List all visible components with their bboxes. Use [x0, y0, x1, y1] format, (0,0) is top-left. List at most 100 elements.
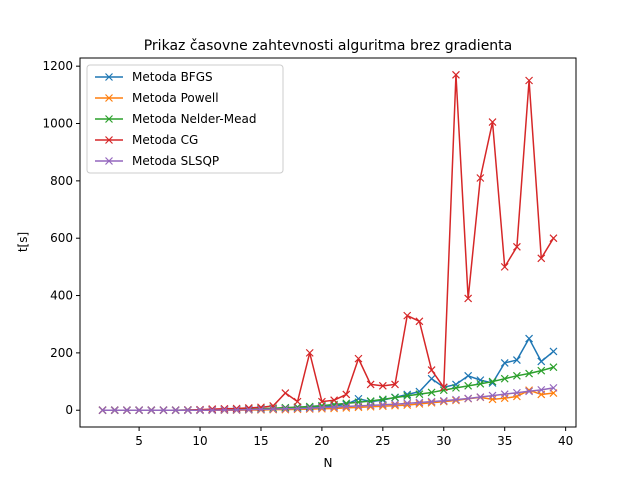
legend-marker — [105, 115, 113, 123]
data-point — [500, 374, 509, 383]
data-point — [415, 317, 424, 326]
data-point — [439, 383, 448, 392]
data-point — [512, 356, 521, 364]
data-point — [488, 377, 497, 386]
legend-marker — [105, 136, 113, 144]
data-point — [196, 406, 204, 415]
legend: Metoda BFGS Metoda Powell Metoda Nelder-Me… — [86, 64, 284, 174]
data-point — [500, 390, 509, 399]
data-point — [403, 311, 412, 320]
data-point — [317, 397, 326, 406]
data-point — [464, 394, 473, 403]
data-point — [439, 397, 448, 406]
data-point — [403, 399, 412, 408]
data-point — [232, 406, 241, 414]
data-point — [549, 347, 558, 356]
data-point — [293, 404, 302, 413]
data-point — [525, 387, 534, 396]
x-axis-label: N — [324, 456, 333, 470]
data-point — [122, 406, 131, 415]
data-point — [452, 70, 460, 79]
data-point — [305, 348, 314, 357]
data-point — [391, 380, 399, 389]
data-point — [525, 76, 534, 85]
data-point — [354, 354, 363, 363]
x-tick-label: 40 — [558, 434, 573, 448]
data-point — [464, 371, 473, 380]
legend-box — [86, 64, 284, 174]
data-point — [354, 394, 363, 403]
legend-label: Metoda Nelder-Mead — [132, 112, 256, 126]
data-point — [269, 402, 278, 410]
legend-label: Metoda BFGS — [132, 70, 213, 84]
data-point — [378, 381, 387, 390]
data-point — [549, 363, 558, 372]
y-tick-label: 200 — [50, 346, 73, 360]
data-point — [512, 388, 521, 397]
x-tick-label: 25 — [375, 434, 390, 448]
data-point — [171, 406, 180, 415]
y-tick-label: 1200 — [42, 59, 73, 73]
data-point — [257, 405, 265, 414]
data-point — [147, 406, 156, 415]
x-tick-label: 15 — [253, 434, 268, 448]
data-point — [110, 406, 119, 415]
x-tick-label: 10 — [192, 434, 207, 448]
data-point — [512, 242, 521, 251]
data-point — [549, 383, 558, 392]
series-group — [98, 334, 558, 415]
data-point — [525, 386, 534, 395]
series-group — [98, 383, 558, 415]
data-point — [135, 406, 144, 415]
series-line — [102, 337, 554, 411]
data-point — [317, 403, 326, 412]
data-point — [342, 402, 351, 411]
legend-label: Metoda SLSQP — [132, 154, 219, 168]
data-point — [500, 358, 509, 367]
data-point — [366, 380, 375, 389]
y-tick-label: 0 — [65, 403, 73, 417]
x-tick-label: 35 — [497, 434, 512, 448]
data-point — [208, 405, 217, 414]
data-point — [500, 262, 509, 271]
data-point — [208, 406, 217, 415]
data-point — [98, 406, 107, 415]
data-point — [537, 385, 546, 394]
data-point — [427, 374, 436, 383]
y-axis-label: t[s] — [16, 232, 30, 252]
series-line — [102, 366, 554, 411]
data-point — [281, 403, 290, 412]
data-point — [183, 406, 192, 415]
data-point — [281, 404, 290, 413]
data-point — [525, 334, 534, 343]
data-point — [512, 392, 521, 401]
legend-label: Metoda Powell — [132, 91, 219, 105]
data-point — [342, 390, 351, 399]
data-point — [488, 118, 497, 127]
data-point — [439, 386, 448, 395]
x-tick-label: 5 — [135, 434, 143, 448]
data-point — [415, 398, 424, 407]
data-point — [159, 406, 168, 415]
data-point — [366, 401, 375, 410]
data-point — [305, 404, 314, 413]
data-point — [378, 400, 387, 409]
y-tick-label: 800 — [50, 174, 73, 188]
y-tick-label: 600 — [50, 231, 73, 245]
data-point — [537, 357, 546, 366]
legend-marker — [105, 94, 113, 102]
data-point — [366, 402, 375, 411]
data-point — [452, 396, 460, 405]
data-point — [220, 404, 229, 413]
data-point — [293, 397, 302, 406]
data-point — [354, 398, 363, 407]
data-point — [330, 396, 339, 405]
data-point — [427, 388, 436, 397]
data-point — [488, 395, 497, 404]
legend-marker — [105, 157, 113, 165]
legend-label: Metoda CG — [132, 133, 198, 147]
data-point — [232, 404, 241, 413]
plot-frame — [79, 57, 577, 428]
data-point — [427, 397, 436, 406]
data-point — [427, 398, 436, 407]
